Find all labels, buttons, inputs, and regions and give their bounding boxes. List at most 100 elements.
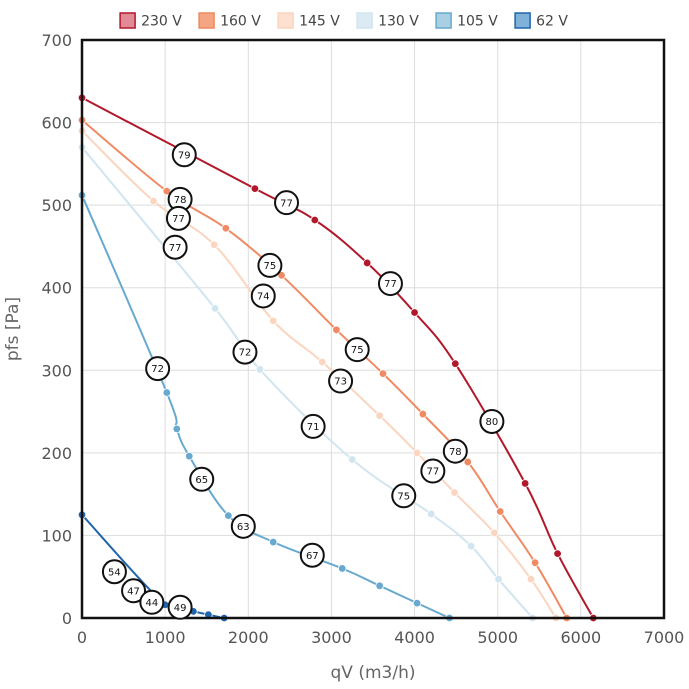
x-tick-label: 0 (77, 628, 87, 647)
badge-label: 72 (151, 364, 164, 375)
data-point (221, 224, 231, 233)
badge-label: 77 (426, 467, 439, 478)
data-point (250, 184, 260, 193)
sound-level-badge: 73 (328, 368, 354, 394)
plot-frame (80, 38, 666, 620)
legend-swatch (356, 12, 373, 29)
badge-circle (121, 578, 147, 604)
data-point (149, 196, 158, 206)
sound-level-badge: 77 (274, 190, 300, 216)
x-tick-label: 3000 (311, 628, 352, 647)
sound-level-badge: 79 (171, 142, 197, 168)
badge-label: 79 (178, 150, 191, 161)
y-tick-label: 400 (41, 279, 72, 298)
badge-label: 65 (195, 475, 208, 486)
badge-circle (479, 408, 505, 434)
badge-circle (300, 413, 326, 439)
data-point (530, 558, 540, 567)
legend-swatch (514, 12, 531, 29)
data-point (269, 316, 278, 325)
legend-label: 105 V (457, 14, 498, 30)
annotations: 79 77 77 80 78 77 75 75 78 77 74 73 77 72 71 75 72 65 63 67… (101, 142, 505, 620)
badge-label: 63 (237, 522, 250, 533)
y-tick-label: 700 (41, 31, 72, 50)
x-tick-label: 4000 (394, 628, 435, 647)
data-point (338, 564, 347, 573)
x-tick-label: 7000 (644, 628, 685, 647)
data-point (162, 388, 172, 397)
badge-label: 71 (307, 422, 320, 433)
data-point (224, 511, 233, 520)
data-point (526, 574, 536, 584)
badge-label: 78 (449, 447, 462, 458)
y-tick-label: 600 (41, 114, 72, 133)
x-tick-label: 2000 (228, 628, 269, 647)
badge-label: 77 (280, 198, 293, 209)
data-point (466, 541, 476, 551)
data-point (375, 411, 384, 420)
data-point (255, 365, 265, 374)
legend-item-130v[interactable]: 130 V (356, 12, 419, 30)
data-point (348, 455, 357, 464)
x-tick-label: 5000 (477, 628, 518, 647)
legend-swatch (435, 12, 452, 29)
badge-circle (232, 339, 258, 365)
sound-level-badge: 72 (232, 339, 258, 365)
data-point (210, 304, 220, 313)
badge-circle (442, 438, 468, 464)
y-tick-label: 200 (41, 444, 72, 463)
data-point (450, 488, 459, 497)
legend-swatch (119, 12, 136, 29)
badge-circle (189, 466, 215, 492)
legend[interactable]: 230 V 160 V 145 V 130 V 105 V 62 V (119, 12, 568, 30)
series-230v (77, 93, 598, 623)
sound-level-badge: 75 (344, 337, 370, 363)
badge-label: 77 (384, 279, 397, 290)
data-point (494, 574, 503, 584)
data-point (172, 424, 181, 434)
badge-label: 47 (127, 586, 140, 597)
badge-label: 77 (172, 214, 185, 225)
sound-level-badge: 78 (167, 186, 193, 212)
y-tick-label: 0 (62, 609, 72, 628)
badge-circle (344, 337, 370, 363)
legend-item-145v[interactable]: 145 V (277, 12, 340, 30)
sound-level-badge: 44 (139, 589, 165, 615)
badge-label: 44 (145, 598, 158, 609)
data-point (362, 258, 372, 268)
data-point (418, 409, 428, 419)
badge-circle (145, 356, 171, 382)
sound-level-badge: 67 (299, 542, 325, 568)
sound-level-badge: 75 (257, 252, 283, 278)
data-point (520, 479, 530, 488)
legend-item-160v[interactable]: 160 V (198, 12, 261, 30)
badge-circle (139, 589, 165, 615)
legend-item-230v[interactable]: 230 V (119, 12, 182, 30)
legend-item-62v[interactable]: 62 V (514, 12, 568, 30)
data-point (375, 581, 384, 590)
data-point (332, 325, 341, 335)
sound-level-badge: 77 (420, 458, 446, 484)
legend-label: 62 V (536, 14, 568, 30)
sound-level-badge: 74 (250, 283, 276, 309)
data-point (427, 509, 436, 519)
legend-item-105v[interactable]: 105 V (435, 12, 498, 30)
sound-level-badge: 65 (189, 466, 215, 492)
grid (81, 39, 665, 619)
data-point (185, 451, 194, 461)
y-tick-label: 100 (41, 526, 72, 545)
badge-label: 80 (486, 417, 499, 428)
badge-circle (328, 368, 354, 394)
sound-level-badge: 80 (479, 408, 505, 434)
tick-labels: 0 1000 2000 3000 4000 5000 6000 7000 0 100 200 300 4… (41, 31, 684, 647)
data-point (496, 507, 505, 516)
sound-level-badge: 63 (230, 513, 256, 539)
badge-circle (250, 283, 276, 309)
data-point (378, 369, 388, 378)
data-point (277, 271, 286, 280)
data-point (412, 448, 422, 458)
sound-level-badge: 47 (121, 578, 147, 604)
badge-circle (171, 142, 197, 168)
badge-circle (162, 234, 188, 260)
sound-level-badge: 75 (391, 483, 417, 509)
